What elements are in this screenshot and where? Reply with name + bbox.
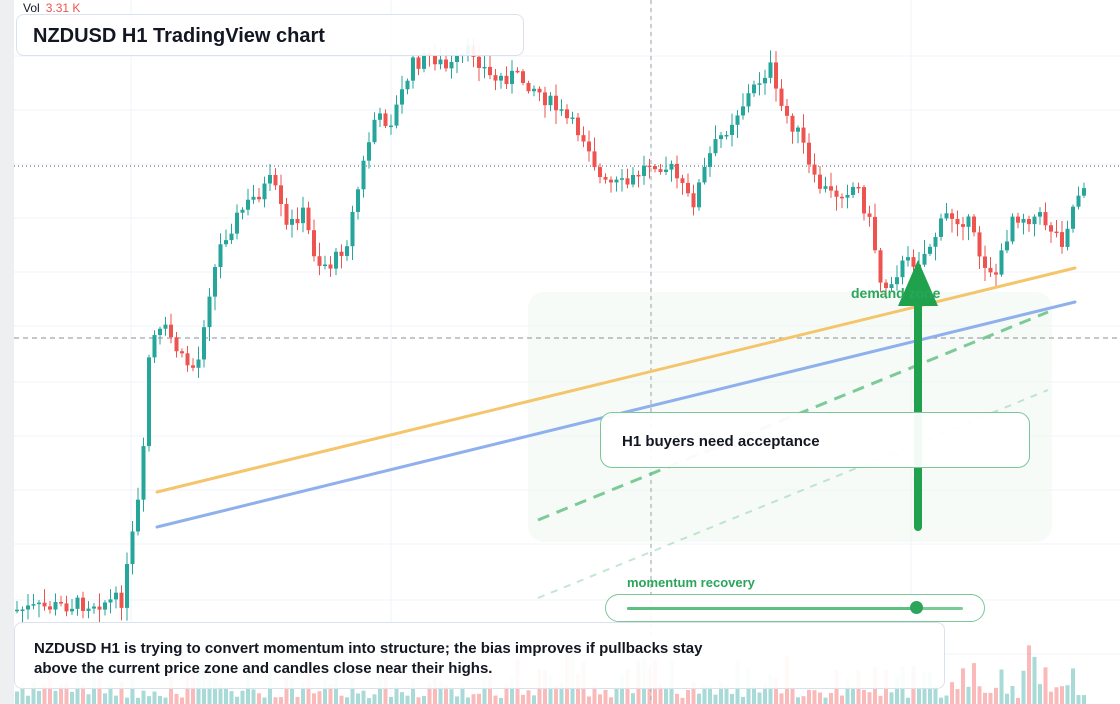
analysis-note-panel: NZDUSD H1 is trying to convert momentum … bbox=[14, 622, 945, 689]
demand-zone-label: demand zone bbox=[851, 285, 941, 301]
dashed-channel-line[interactable] bbox=[537, 310, 1049, 522]
page-title: NZDUSD H1 TradingView chart bbox=[33, 25, 325, 47]
volume-value: 3.31 K bbox=[45, 1, 81, 15]
title-panel: NZDUSD H1 TradingView chart bbox=[16, 14, 524, 56]
volume-label: Vol bbox=[23, 1, 40, 15]
candlesticks bbox=[15, 37, 1086, 623]
momentum-handle[interactable] bbox=[909, 601, 923, 614]
analysis-note: NZDUSD H1 is trying to convert momentum … bbox=[34, 640, 703, 677]
volume-legend: Vol 3.31 K bbox=[23, 1, 80, 15]
momentum-fill bbox=[627, 607, 916, 610]
callout-box[interactable]: H1 buyers need acceptance bbox=[600, 412, 1030, 468]
momentum-track bbox=[627, 607, 963, 610]
momentum-label: momentum recovery bbox=[627, 575, 755, 590]
callout-text: H1 buyers need acceptance bbox=[622, 433, 820, 450]
momentum-slider[interactable] bbox=[605, 594, 985, 622]
